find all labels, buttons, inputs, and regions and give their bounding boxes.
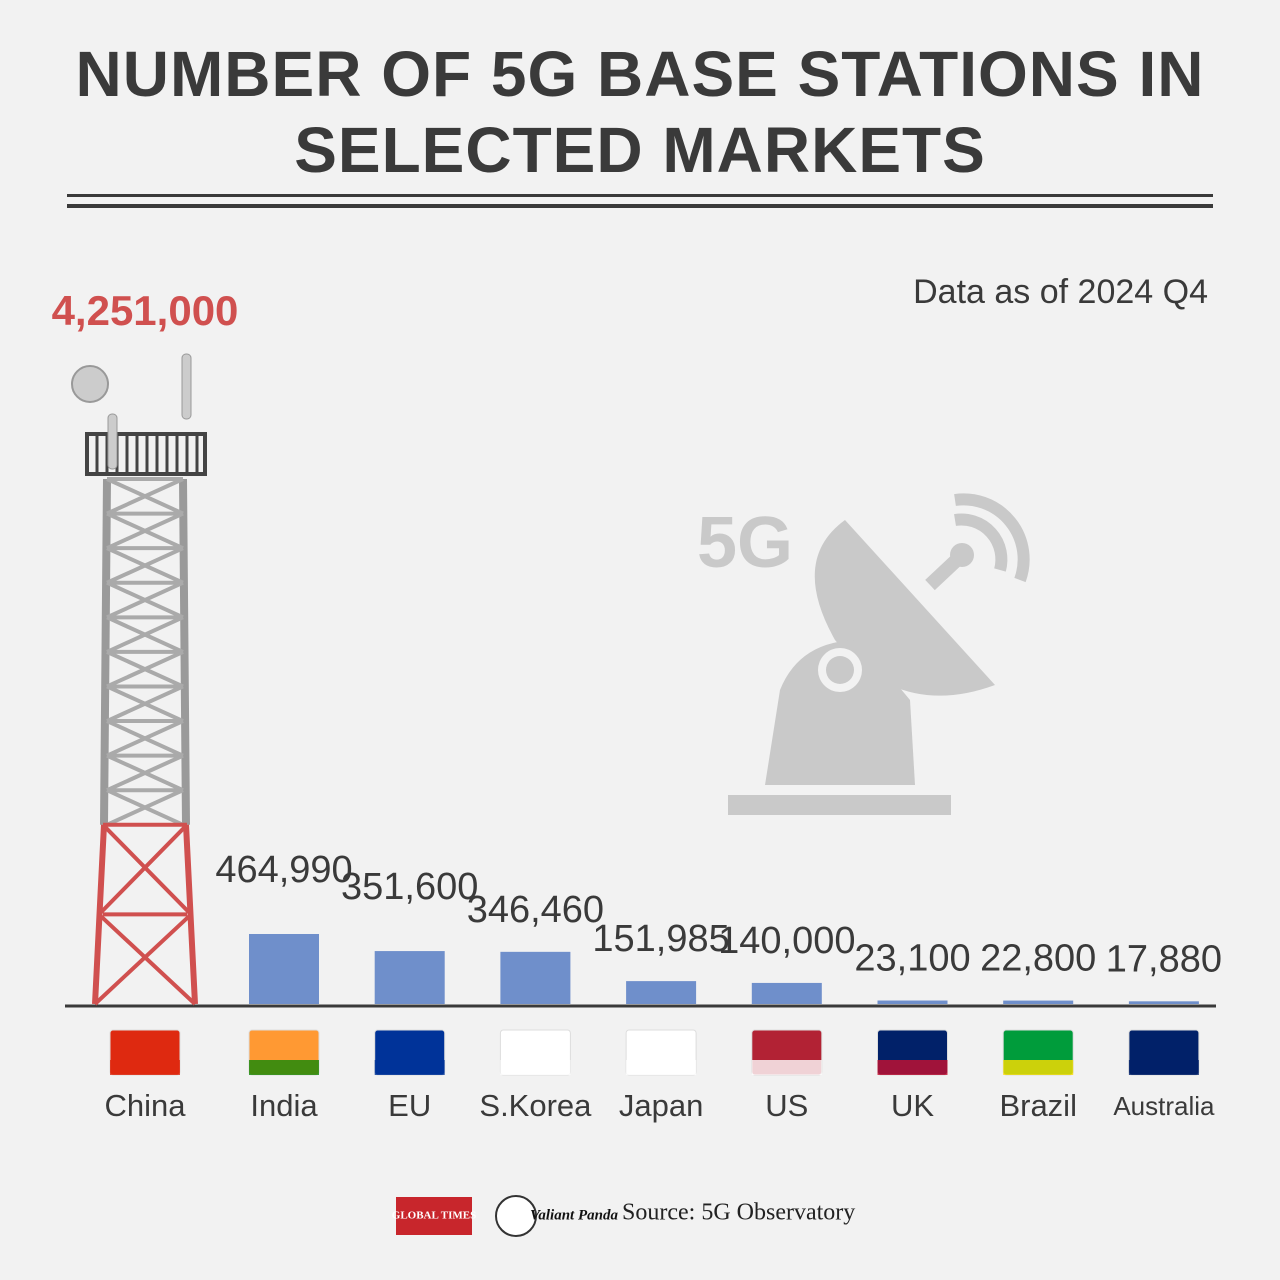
category-label: UK: [891, 1088, 934, 1123]
category-label: Brazil: [999, 1088, 1077, 1123]
source-text: Source: 5G Observatory: [622, 1200, 855, 1226]
logo-box: [396, 1197, 472, 1235]
flag-detail: [877, 1060, 948, 1075]
category-label: Australia: [1113, 1091, 1215, 1121]
logo: Valiant Panda: [530, 1207, 618, 1223]
bar: [1003, 1000, 1074, 1004]
illustration: 5G: [697, 493, 1030, 815]
rule: [67, 194, 1213, 197]
subtitle: Data as of 2024 Q4: [913, 273, 1208, 311]
illustration-text: 5G: [697, 503, 793, 583]
flag-detail: [751, 1060, 822, 1075]
value-label: 464,990: [215, 849, 352, 891]
bar: [626, 981, 697, 1004]
tower-lattice: [106, 477, 184, 827]
flag-detail: [500, 1060, 571, 1075]
tower-lattice: [93, 822, 197, 1006]
flag-detail: [626, 1060, 697, 1075]
value-label: 151,985: [592, 918, 729, 960]
bar: [374, 951, 445, 1004]
value-label: 23,100: [854, 938, 970, 980]
flag-detail: [110, 1060, 180, 1075]
tower-dish: [71, 365, 109, 403]
value-label: 140,000: [718, 920, 855, 962]
category-label: US: [765, 1088, 808, 1123]
tower-antenna: [181, 353, 192, 420]
flag-detail: [1003, 1060, 1074, 1075]
flag-detail: [374, 1060, 445, 1075]
tower-frame: [100, 478, 190, 825]
logo: GLOBAL TIMES: [392, 1210, 476, 1222]
value-label: 22,800: [980, 938, 1096, 980]
rule: [67, 204, 1213, 208]
logo-icon: [495, 1195, 537, 1237]
bar: [500, 951, 571, 1004]
category-label: EU: [388, 1088, 431, 1123]
value-label: 17,880: [1106, 938, 1222, 980]
category-label: Japan: [619, 1088, 703, 1123]
source: GLOBAL TIMES Valiant Panda Source: 5G Ob…: [392, 1195, 855, 1237]
bar: [751, 982, 822, 1004]
tower-antenna: [107, 413, 118, 470]
flag-detail: [1128, 1060, 1199, 1075]
flag-detail: [249, 1060, 319, 1075]
tower-platform: [85, 434, 199, 474]
chart-title: NUMBER OF 5G BASE STATIONS IN SELECTED M…: [75, 38, 1205, 186]
category-label: China: [105, 1088, 187, 1123]
bar: [1128, 1001, 1199, 1004]
value-label: 351,600: [341, 866, 478, 908]
category-label: S.Korea: [479, 1088, 592, 1123]
value-label: 4,251,000: [52, 287, 239, 334]
value-label: 346,460: [467, 889, 604, 931]
bar: [249, 933, 319, 1004]
tower: [71, 353, 207, 1006]
bar: [877, 1000, 948, 1004]
category-label: India: [250, 1088, 318, 1123]
